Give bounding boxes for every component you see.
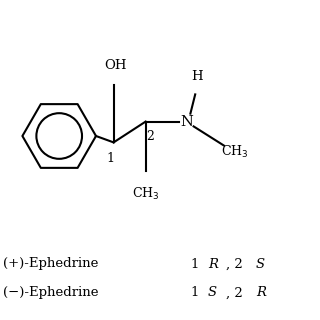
Text: 1: 1 <box>190 286 199 299</box>
Text: OH: OH <box>104 59 126 72</box>
Text: CH$_3$: CH$_3$ <box>132 186 159 202</box>
Text: CH$_3$: CH$_3$ <box>221 144 249 160</box>
Text: N: N <box>181 115 194 129</box>
Text: S: S <box>208 286 217 299</box>
Text: (+)-Ephedrine: (+)-Ephedrine <box>3 258 99 270</box>
Text: , 2: , 2 <box>226 258 242 270</box>
Text: R: R <box>208 258 218 270</box>
Text: S: S <box>256 258 265 270</box>
Text: 2: 2 <box>147 131 154 143</box>
Text: 1: 1 <box>190 258 199 270</box>
Text: (−)-Ephedrine: (−)-Ephedrine <box>3 286 99 299</box>
Text: , 2: , 2 <box>226 286 242 299</box>
Text: 1: 1 <box>106 152 115 165</box>
Text: R: R <box>256 286 266 299</box>
Text: H: H <box>191 70 203 83</box>
